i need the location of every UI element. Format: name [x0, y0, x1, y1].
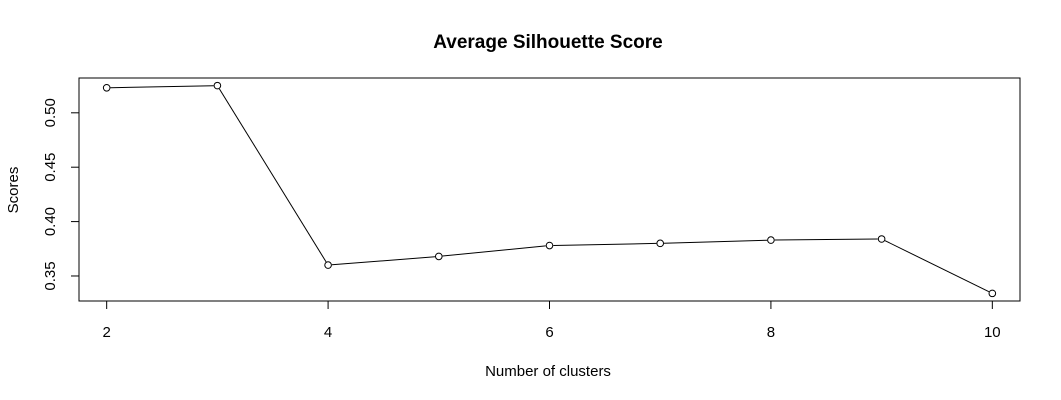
x-axis-label: Number of clusters	[485, 363, 611, 380]
series-segment	[442, 245, 546, 257]
x-tick-label: 8	[767, 324, 775, 341]
series-segment	[663, 239, 768, 244]
data-point	[988, 289, 997, 298]
series-segment	[884, 240, 990, 293]
series-points	[102, 81, 997, 298]
series-segment	[331, 256, 436, 266]
y-tick-label: 0.40	[42, 207, 59, 236]
x-axis: 2 4 6 8 10	[103, 300, 1001, 341]
data-point	[434, 252, 443, 261]
y-tick-label: 0.45	[42, 153, 59, 182]
series-segment	[774, 238, 878, 241]
data-point	[324, 261, 332, 269]
y-axis-label: Scores	[5, 167, 22, 214]
y-tick-label: 0.50	[42, 98, 59, 127]
data-point	[877, 235, 886, 243]
data-point	[213, 81, 222, 90]
data-point	[102, 83, 111, 92]
x-tick-label: 2	[103, 324, 111, 341]
x-tick-label: 10	[984, 324, 1001, 341]
series-segment	[110, 85, 214, 89]
y-tick-label: 0.35	[42, 261, 59, 290]
data-point	[767, 236, 775, 244]
series-line	[110, 85, 990, 293]
x-tick-label: 4	[324, 324, 332, 341]
y-axis: 0.35 0.40 0.45 0.50	[42, 98, 80, 291]
data-point	[545, 241, 554, 250]
x-tick-label: 6	[545, 324, 553, 341]
series-segment	[553, 242, 657, 246]
chart-title: Average Silhouette Score	[433, 32, 662, 53]
plot-frame	[78, 77, 1021, 302]
data-point	[656, 239, 665, 248]
series-segment	[218, 88, 327, 263]
